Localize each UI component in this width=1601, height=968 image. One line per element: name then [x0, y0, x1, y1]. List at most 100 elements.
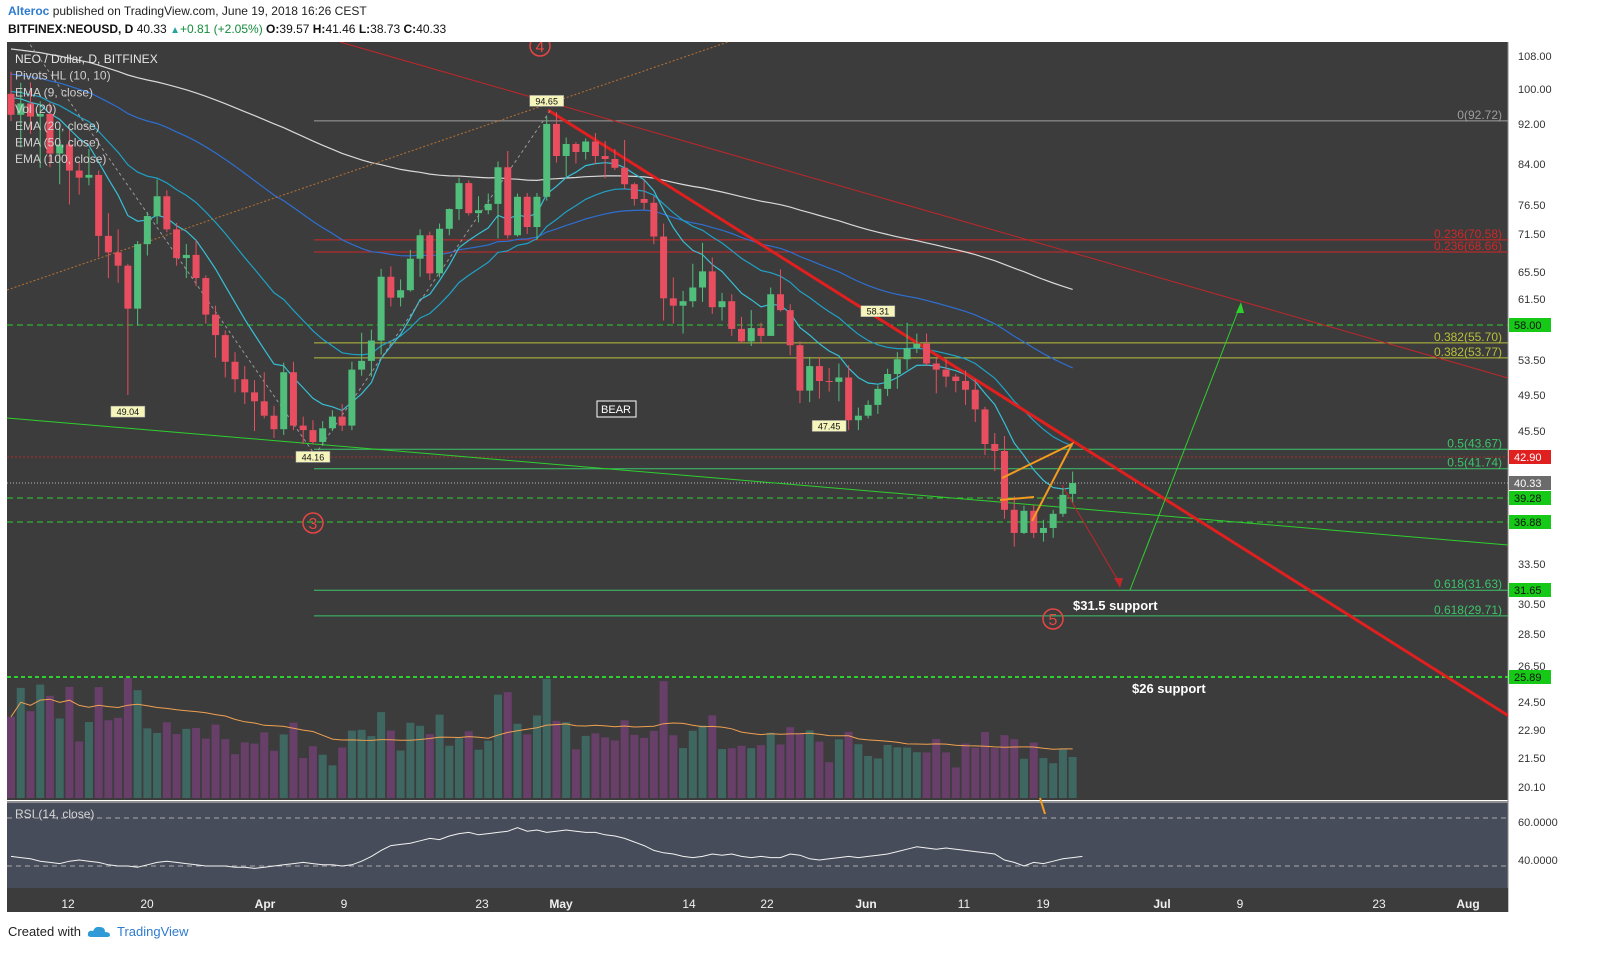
- candle-body: [202, 278, 210, 315]
- author-name[interactable]: Alteroc: [8, 4, 50, 18]
- candle-body: [56, 144, 64, 154]
- up-arrow-icon: ▲: [170, 25, 180, 36]
- pivot-label: 47.45: [818, 421, 841, 431]
- volume-bar: [854, 744, 863, 798]
- volume-bar: [718, 749, 727, 798]
- volume-bar: [347, 730, 356, 798]
- pivot-badge: [811, 420, 847, 432]
- candle-body: [445, 209, 453, 229]
- support-31-label: $31.5 support: [1073, 598, 1158, 613]
- volume-bar: [961, 743, 970, 798]
- volume-bar: [825, 762, 834, 798]
- volume-bar: [932, 739, 941, 798]
- volume-bar: [990, 748, 999, 798]
- candle-body: [455, 183, 463, 210]
- volume-bar: [435, 714, 444, 798]
- volume-bar: [299, 758, 308, 798]
- orange-triangle-pattern: [1001, 441, 1075, 522]
- volume-bar: [620, 720, 629, 798]
- ema-20-line: [10, 90, 1073, 447]
- volume-bar: [513, 723, 522, 798]
- price-badge: [1509, 515, 1551, 529]
- volume-bar: [269, 750, 278, 798]
- indicator-legend: Vol (20): [15, 102, 56, 116]
- volume-bar: [1010, 739, 1019, 798]
- candle-body: [630, 184, 638, 199]
- volume-bar: [133, 690, 142, 798]
- volume-bar: [172, 734, 181, 798]
- volume-bar: [1068, 756, 1077, 798]
- x-tick-label: 9: [341, 897, 348, 911]
- candle-body: [835, 377, 843, 382]
- volume-bar: [893, 747, 902, 798]
- candle-body: [971, 389, 979, 410]
- candle-body: [280, 372, 288, 430]
- volume-bar: [1058, 748, 1067, 798]
- close-value: 40.33: [416, 22, 447, 36]
- candle-body: [513, 196, 521, 236]
- volume-bar: [45, 695, 54, 798]
- candle-body: [426, 235, 434, 274]
- wave-label: 5: [1049, 612, 1058, 629]
- x-tick-label: 19: [1036, 897, 1050, 911]
- candle-body: [231, 361, 239, 380]
- volume-bar: [377, 712, 386, 798]
- price-badge-label: 40.33: [1514, 478, 1542, 490]
- volume-bar: [844, 731, 853, 798]
- price-pane: [7, 42, 1508, 800]
- price-badge-label: 36.88: [1514, 517, 1542, 529]
- volume-bar: [75, 741, 84, 798]
- candle-body: [289, 372, 297, 426]
- rsi-title: RSI (14, close): [15, 807, 94, 821]
- candle-body: [134, 244, 142, 309]
- candle-body: [611, 159, 619, 168]
- tradingview-link[interactable]: TradingView: [116, 924, 189, 939]
- volume-bar: [308, 746, 317, 798]
- volume-bar: [1039, 758, 1048, 798]
- candle-body: [533, 196, 541, 228]
- price-badge: [1509, 476, 1551, 490]
- indicator-legend: EMA (100, close): [15, 152, 106, 166]
- candle-body: [406, 258, 414, 291]
- x-tick-label: 11: [958, 897, 971, 911]
- candle-body: [212, 314, 220, 336]
- candle-body: [114, 252, 122, 266]
- volume-bar: [1029, 742, 1038, 798]
- y-tick-label: 100.00: [1518, 84, 1552, 96]
- candle-body: [552, 124, 560, 156]
- candle-body: [309, 430, 317, 442]
- fib-label: 0.236(70.58): [1434, 227, 1502, 241]
- x-tick-label: 23: [475, 897, 489, 911]
- fib-label: 0.5(43.67): [1447, 436, 1502, 450]
- volume-bar: [338, 747, 347, 798]
- volume-bar: [552, 720, 561, 798]
- candle-body: [708, 271, 716, 308]
- candle-body: [65, 144, 73, 171]
- volume-bar: [630, 734, 639, 798]
- candle-body: [124, 265, 132, 309]
- candle-body: [854, 415, 862, 421]
- x-tick-label: Apr: [255, 897, 276, 911]
- ema-50-line: [10, 73, 1073, 369]
- x-tick-label: 20: [140, 897, 154, 911]
- candle-body: [601, 156, 609, 159]
- x-tick-label: Jul: [1153, 897, 1170, 911]
- candle-body: [962, 381, 970, 390]
- orange-small-arrow: [1039, 797, 1046, 815]
- y-tick-label: 61.50: [1518, 294, 1546, 306]
- candle-body: [874, 388, 882, 405]
- low-value: 38.73: [370, 22, 401, 36]
- volume-bar: [240, 742, 249, 798]
- volume-bar: [922, 752, 931, 798]
- candle-body: [660, 236, 668, 299]
- candle-body: [1000, 451, 1008, 510]
- candle-body: [543, 124, 551, 197]
- x-tick-label: 12: [61, 897, 75, 911]
- green-forecast-arrow: [1129, 305, 1241, 591]
- volume-bar: [562, 722, 571, 798]
- volume-bar: [94, 687, 103, 798]
- ema-100-line: [10, 48, 1073, 290]
- volume-bar: [737, 745, 746, 798]
- volume-bar: [756, 745, 765, 798]
